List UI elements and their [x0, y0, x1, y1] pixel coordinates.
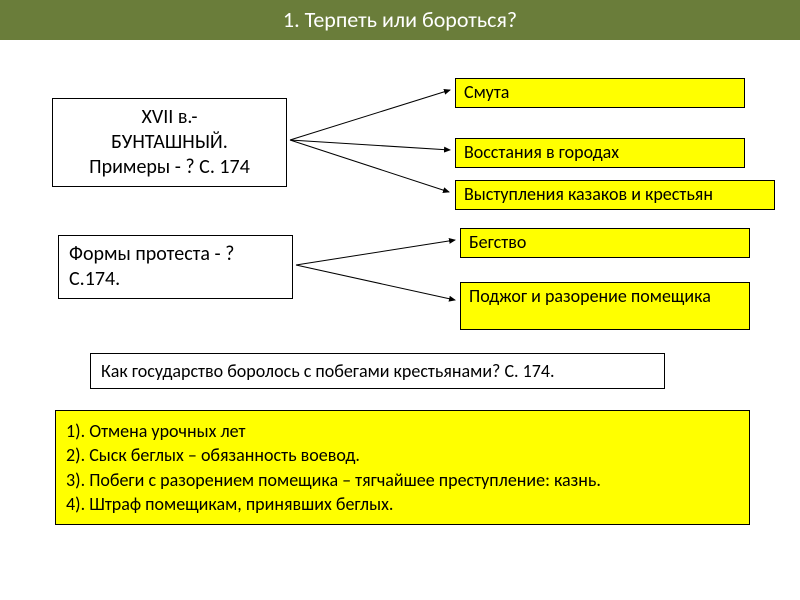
output-vosstaniya: Восстания в городах — [455, 138, 745, 168]
question-box: Как государство боролось с побегами крес… — [90, 353, 665, 389]
output-begstvo: Бегство — [460, 228, 750, 258]
answer-line-2: 2). Сыск беглых – обязанность воевод. — [66, 443, 739, 467]
output-podzhog: Поджог и разорение помещика — [460, 282, 750, 330]
source-box-buntashny: XVII в.- БУНТАШНЫЙ. Примеры - ? С. 174 — [52, 98, 287, 187]
source-box-formy-protesta: Формы протеста - ? С.174. — [58, 235, 293, 299]
output-vystupleniya: Выступления казаков и крестьян — [455, 180, 775, 210]
box2-line2: С.174. — [69, 267, 282, 292]
answer-line-3: 3). Побеги с разорением помещика – тягча… — [66, 468, 739, 492]
box1-line2: БУНТАШНЫЙ. — [63, 130, 276, 155]
answer-line-4: 4). Штраф помещикам, принявших беглых. — [66, 492, 739, 516]
answers-box: 1). Отмена урочных лет 2). Сыск беглых –… — [55, 410, 750, 525]
answer-line-1: 1). Отмена урочных лет — [66, 419, 739, 443]
output-smuta: Смута — [455, 78, 745, 108]
box2-line1: Формы протеста - ? — [69, 242, 282, 267]
slide-header: 1. Терпеть или бороться? — [0, 0, 800, 40]
box1-line3: Примеры - ? С. 174 — [63, 155, 276, 180]
box1-line1: XVII в.- — [63, 105, 276, 130]
